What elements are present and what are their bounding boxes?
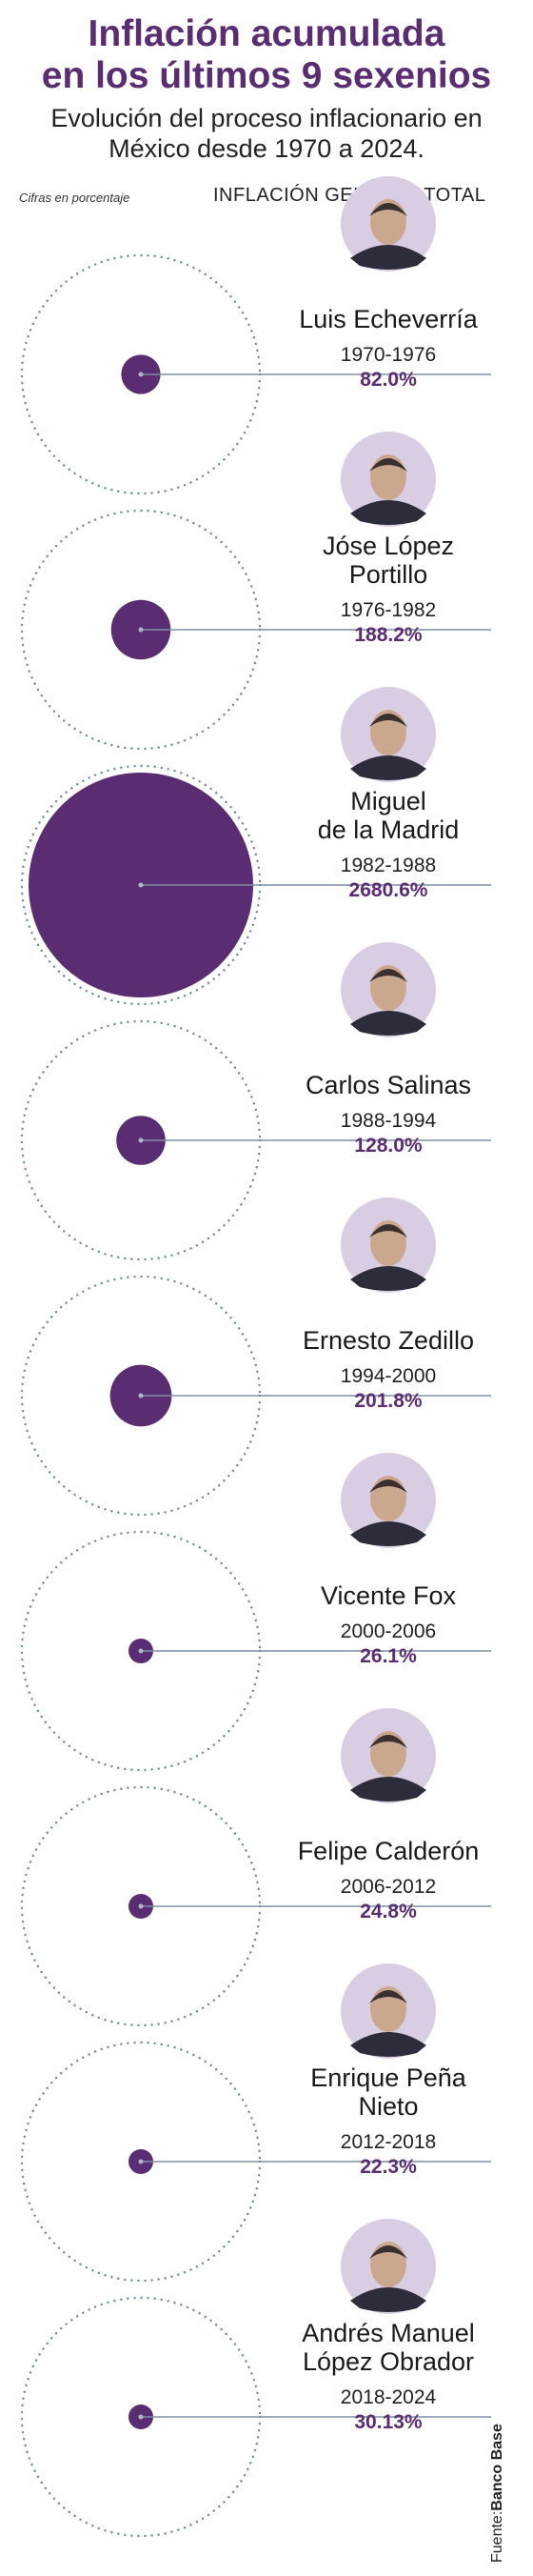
- center-dot: [138, 1648, 144, 1654]
- president-label: Miguel de la Madrid 1982-1988 2680.6%: [265, 787, 512, 903]
- source-credit: Fuente:Banco Base: [489, 2424, 506, 2563]
- page-title-line1: Inflación acumulada: [88, 13, 445, 54]
- president-label: Ernesto Zedillo 1994-2000 201.8%: [265, 1326, 512, 1414]
- portrait-hair: [369, 2245, 407, 2259]
- center-dot: [138, 2159, 144, 2164]
- president-label: Jóse López Portillo 1976-1982 188.2%: [265, 532, 512, 648]
- term-period: 1982-1988: [340, 855, 437, 876]
- portrait-suit: [350, 755, 426, 780]
- inflation-value: 30.13%: [354, 2411, 423, 2433]
- term-period: 2012-2018: [340, 2131, 437, 2153]
- portrait-suit: [350, 500, 426, 525]
- inflation-value: 128.0%: [354, 1135, 423, 1157]
- portrait-hair: [369, 1479, 407, 1493]
- units-note: Cifras en porcentaje: [19, 191, 130, 205]
- term-period: 2006-2012: [340, 1876, 437, 1898]
- president-label: Vicente Fox 2000-2006 26.1%: [265, 1581, 512, 1669]
- portrait-hair: [369, 1735, 407, 1748]
- president-label: Carlos Salinas 1988-1994 128.0%: [265, 1071, 512, 1158]
- page-subtitle-line2: México desde 1970 a 2024.: [109, 134, 424, 163]
- term-period: 2018-2024: [340, 2386, 437, 2408]
- inflation-value: 82.0%: [360, 369, 417, 391]
- president-name: Jóse López: [322, 532, 455, 560]
- portrait-hair: [369, 458, 407, 472]
- president-name: Andrés Manuel: [302, 2319, 475, 2347]
- center-dot: [138, 1393, 144, 1399]
- president-name: Ernesto Zedillo: [302, 1326, 475, 1355]
- president-name: Felipe Calderón: [297, 1837, 480, 1865]
- portrait-hair: [369, 203, 407, 216]
- term-period: 1976-1982: [340, 599, 437, 621]
- president-name: Miguel: [350, 787, 426, 815]
- center-dot: [138, 2414, 144, 2420]
- president-name: de la Madrid: [317, 815, 460, 844]
- portrait-hair: [369, 1990, 407, 2003]
- center-dot: [138, 882, 144, 888]
- inflation-value: 22.3%: [360, 2156, 417, 2178]
- inflation-value: 24.8%: [360, 1901, 417, 1922]
- president-label: Luis Echeverría 1970-1976 82.0%: [265, 305, 512, 392]
- center-dot: [138, 627, 144, 633]
- center-dot: [138, 372, 144, 377]
- source-name: Banco Base: [489, 2424, 505, 2511]
- term-period: 1988-1994: [340, 1110, 437, 1132]
- president-label: Enrique Peña Nieto 2012-2018 22.3%: [265, 2063, 512, 2180]
- inflation-value: 201.8%: [354, 1390, 423, 1412]
- portrait-hair: [369, 1224, 407, 1238]
- president-label: Felipe Calderón 2006-2012 24.8%: [265, 1837, 512, 1924]
- center-dot: [138, 1137, 144, 1143]
- portrait-suit: [350, 1266, 426, 1291]
- center-dot: [138, 1903, 144, 1909]
- inflation-value: 2680.6%: [348, 879, 428, 901]
- inflation-value: 26.1%: [360, 1645, 417, 1667]
- portrait-suit: [350, 2032, 426, 2057]
- portrait-suit: [350, 1777, 426, 1801]
- president-name: Luis Echeverría: [299, 305, 478, 333]
- president-name: López Obrador: [302, 2347, 475, 2376]
- president-name: Carlos Salinas: [305, 1071, 472, 1099]
- portrait-hair: [369, 969, 407, 982]
- president-label: Andrés Manuel López Obrador 2018-2024 30.13…: [265, 2319, 512, 2435]
- portrait-suit: [350, 1011, 426, 1036]
- president-name: Enrique Peña: [310, 2063, 466, 2092]
- president-name: Nieto: [358, 2092, 419, 2121]
- term-period: 1994-2000: [340, 1365, 437, 1387]
- page-subtitle-line1: Evolución del proceso inflacionario en: [50, 104, 483, 132]
- portrait-suit: [350, 245, 426, 270]
- term-period: 1970-1976: [340, 344, 437, 366]
- portrait-suit: [350, 2287, 426, 2312]
- source-prefix: Fuente:: [489, 2510, 505, 2563]
- president-name: Vicente Fox: [320, 1581, 457, 1610]
- portrait-suit: [350, 1521, 426, 1546]
- president-name: Portillo: [348, 560, 428, 589]
- inflation-value: 188.2%: [354, 624, 423, 646]
- portrait-hair: [369, 714, 407, 727]
- term-period: 2000-2006: [340, 1620, 437, 1642]
- page-title-line2: en los últimos 9 sexenios: [41, 55, 492, 96]
